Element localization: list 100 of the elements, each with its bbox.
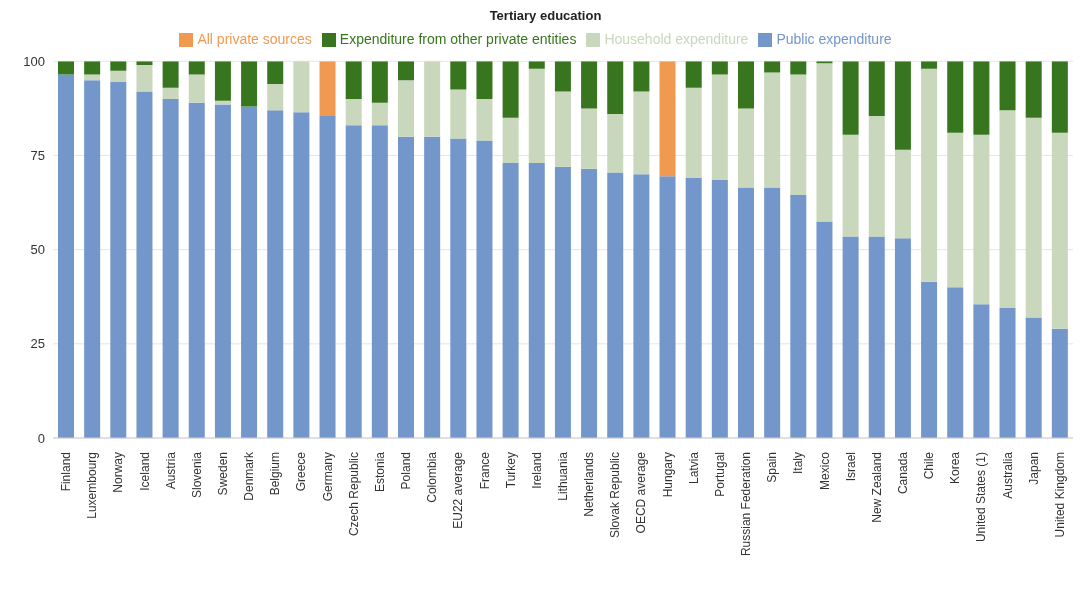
bar — [136, 91, 153, 438]
bar — [554, 166, 571, 438]
x-tick-label: Iceland — [137, 452, 152, 491]
bar — [214, 104, 231, 438]
x-tick-label: Luxembourg — [85, 452, 100, 519]
bar — [136, 65, 153, 92]
x-tick-label: United Kingdom — [1052, 452, 1067, 538]
bar — [999, 61, 1016, 111]
bar — [476, 98, 493, 141]
x-tick-label: Estonia — [372, 451, 387, 493]
bar — [711, 179, 728, 438]
bar — [450, 138, 467, 438]
x-tick-label: Austria — [163, 451, 178, 490]
bar — [894, 238, 911, 438]
legend-label: Household expenditure — [604, 31, 749, 47]
bar — [894, 61, 911, 150]
bar — [502, 117, 519, 164]
bar — [188, 61, 205, 75]
bar — [868, 61, 885, 116]
x-tick-label: Poland — [399, 452, 414, 490]
bar — [947, 61, 964, 133]
bar — [685, 61, 702, 88]
bar — [554, 91, 571, 167]
bar — [162, 61, 179, 88]
bar — [398, 80, 414, 137]
x-tick-label: Japan — [1026, 452, 1041, 485]
bar — [502, 163, 519, 438]
bar — [921, 281, 938, 438]
bar — [267, 83, 284, 111]
bar — [110, 82, 127, 438]
x-tick-label: Germany — [320, 452, 335, 502]
x-tick-label: Chile — [922, 451, 937, 480]
y-tick-label: 50 — [30, 242, 45, 258]
bar — [188, 102, 205, 438]
bar — [267, 61, 284, 84]
bar — [947, 287, 964, 438]
x-tick-label: Italy — [791, 452, 806, 475]
bar — [162, 87, 179, 99]
bar — [1051, 61, 1068, 133]
x-tick-label: Slovak Republic — [608, 452, 623, 539]
x-tick-label: Lithuania — [556, 451, 570, 501]
bar — [973, 134, 990, 305]
bar — [764, 187, 781, 438]
x-tick-label: Australia — [1000, 451, 1015, 499]
bar — [607, 172, 624, 438]
bar — [790, 61, 807, 75]
x-tick-label: United States (1) — [974, 452, 989, 543]
bar — [345, 61, 362, 99]
bar — [84, 74, 101, 81]
bar — [842, 134, 859, 237]
x-tick-label: Ireland — [529, 452, 544, 489]
bar — [476, 61, 493, 99]
bar — [293, 112, 310, 438]
x-tick-label: OECD average — [634, 451, 649, 534]
x-tick-label: Netherlands — [582, 452, 597, 517]
bar — [450, 89, 467, 139]
x-tick-label: Russian Federation — [739, 452, 754, 557]
bar — [842, 236, 859, 438]
bar — [868, 236, 885, 438]
legend-label: Expenditure from other private entities — [339, 31, 577, 47]
bar — [764, 72, 781, 188]
chart-title: Tertiary education — [488, 8, 603, 23]
bar — [659, 61, 676, 177]
bar — [371, 61, 388, 103]
bar — [528, 163, 545, 438]
x-tick-label: Slovenia — [189, 451, 204, 499]
x-tick-label: Denmark — [242, 451, 257, 501]
x-tick-label: Norway — [111, 452, 126, 493]
bar — [581, 108, 598, 169]
x-tick-label: Hungary — [660, 452, 675, 498]
bar — [790, 195, 807, 438]
bar — [319, 61, 336, 116]
legend-label: Public expenditure — [776, 31, 892, 47]
x-tick-label: Greece — [294, 451, 309, 492]
bar — [659, 176, 676, 438]
x-tick-label: Sweden — [216, 452, 230, 496]
bar — [554, 61, 571, 92]
bar — [685, 178, 702, 438]
bar — [110, 70, 127, 83]
x-tick-label: Israel — [843, 452, 858, 482]
x-tick-label: Latvia — [686, 451, 701, 485]
x-tick-label: Spain — [765, 452, 780, 483]
x-tick-label: Canada — [896, 451, 910, 495]
bar — [398, 61, 414, 81]
bar — [241, 61, 258, 107]
bar — [790, 74, 807, 196]
bar — [424, 136, 441, 438]
bar — [947, 132, 964, 288]
bar — [398, 136, 414, 438]
bar — [999, 110, 1016, 309]
y-tick-label: 100 — [23, 53, 45, 69]
x-tick-label: France — [477, 451, 492, 490]
bar — [319, 115, 336, 438]
x-tick-label: New Zealand — [869, 452, 884, 523]
bar — [528, 61, 545, 69]
bar — [58, 61, 74, 75]
bar — [711, 61, 728, 75]
bar — [58, 74, 74, 438]
bar — [921, 68, 938, 282]
bar — [581, 61, 598, 109]
